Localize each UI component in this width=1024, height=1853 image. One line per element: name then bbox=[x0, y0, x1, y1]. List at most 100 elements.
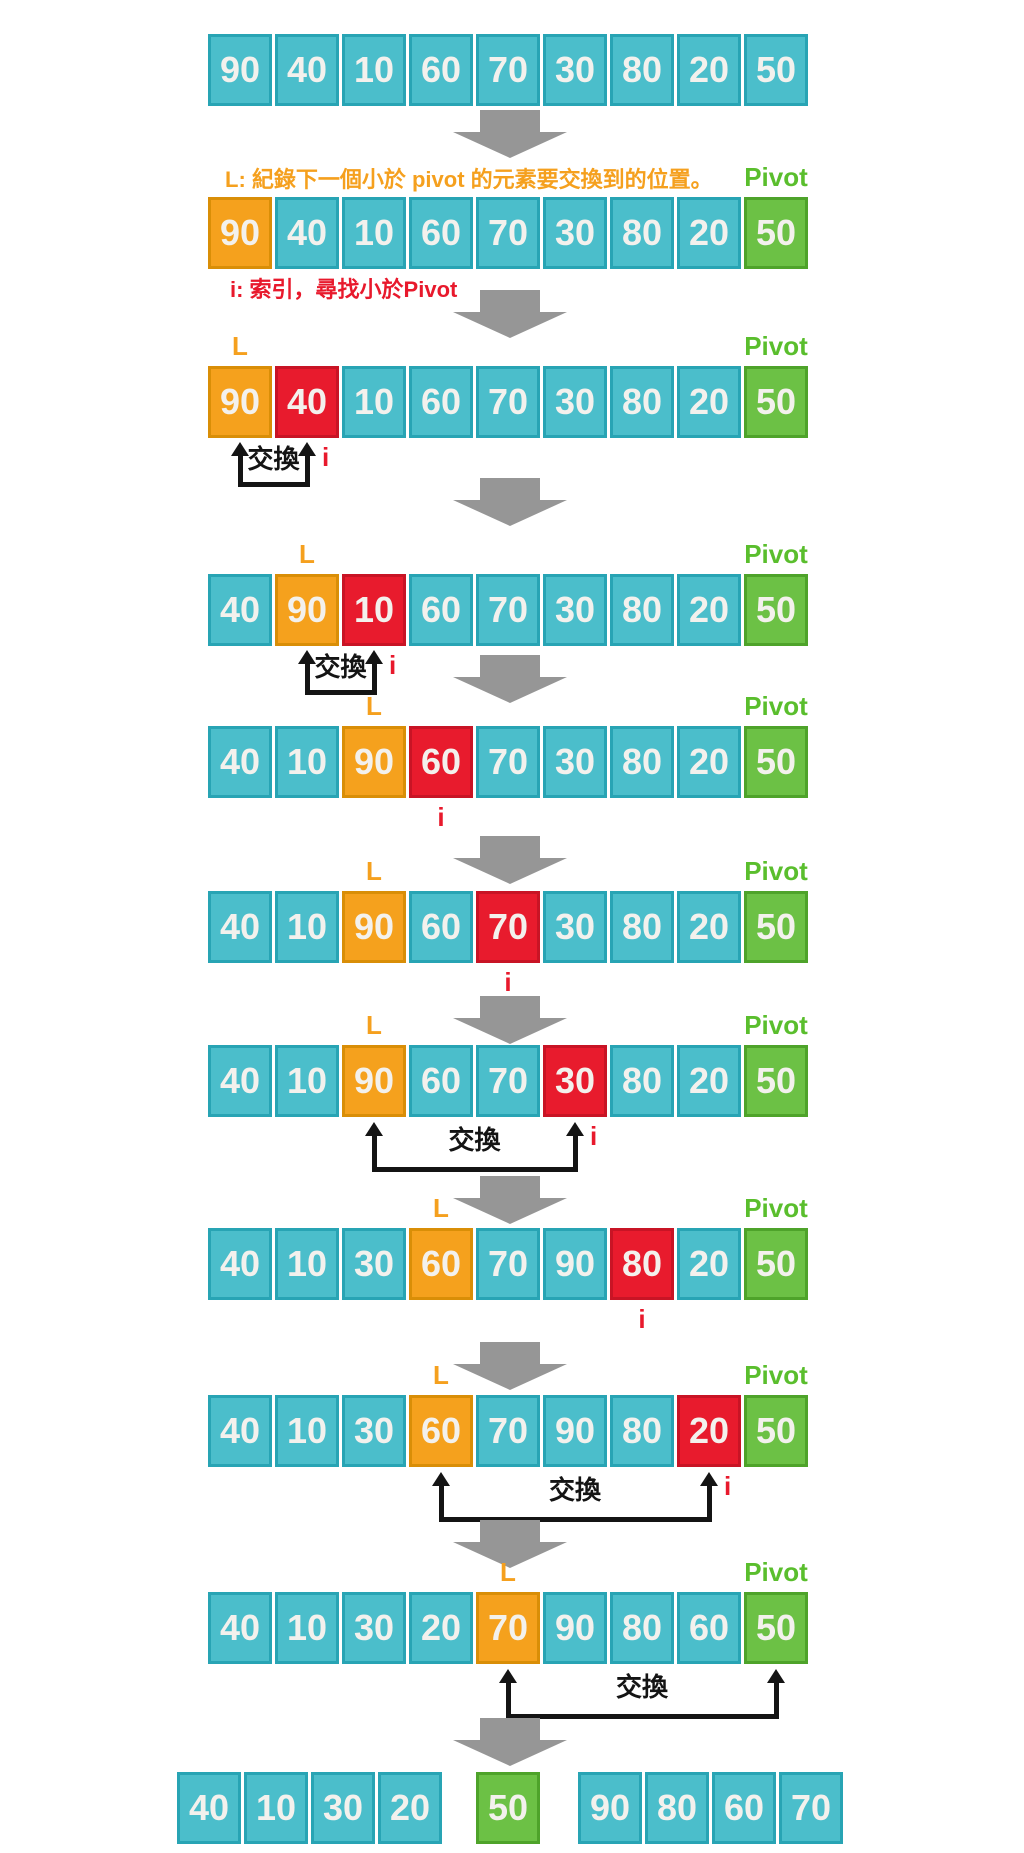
swap-arrow-bar bbox=[438, 1517, 712, 1522]
swap-arrowhead-icon bbox=[499, 1669, 517, 1683]
array-cell: 60 bbox=[409, 574, 473, 646]
array-cell: 30 bbox=[543, 891, 607, 963]
array-cell: 70 bbox=[476, 891, 540, 963]
swap-arrowhead-icon bbox=[700, 1472, 718, 1486]
cell-value: 80 bbox=[621, 589, 663, 630]
i-pointer-label: i bbox=[322, 442, 330, 472]
array-cell: 40 bbox=[208, 1228, 272, 1300]
cell-value: 20 bbox=[688, 589, 730, 630]
cell-value: 30 bbox=[353, 1243, 395, 1284]
array-cell: 40 bbox=[208, 891, 272, 963]
cell-value: 30 bbox=[554, 212, 596, 253]
cell-value: 20 bbox=[688, 212, 730, 253]
down-arrow-icon bbox=[453, 290, 567, 338]
array-cell: 20 bbox=[677, 366, 741, 438]
array-cell: 50 bbox=[744, 726, 808, 798]
array-cell: 20 bbox=[677, 574, 741, 646]
array-cell: 20 bbox=[677, 891, 741, 963]
array-cell: 50 bbox=[476, 1772, 540, 1844]
array-cell: 90 bbox=[275, 574, 339, 646]
array-cell: 20 bbox=[677, 197, 741, 269]
array-cell: 10 bbox=[342, 366, 406, 438]
cell-value: 10 bbox=[286, 1060, 328, 1101]
array-cell: 40 bbox=[208, 574, 272, 646]
cell-value: 60 bbox=[688, 1607, 730, 1648]
l-pointer-label: L bbox=[299, 539, 315, 569]
pivot-label: Pivot bbox=[744, 1193, 808, 1223]
swap-text: 交換 bbox=[448, 1125, 501, 1155]
i-pointer-label: i bbox=[638, 1304, 646, 1334]
cell-value: 30 bbox=[554, 49, 596, 90]
array-cell: 90 bbox=[342, 1045, 406, 1117]
cell-value: 40 bbox=[188, 1787, 230, 1828]
array-cell: 90 bbox=[208, 34, 272, 106]
cell-value: 60 bbox=[420, 906, 462, 947]
cell-value: 50 bbox=[755, 212, 797, 253]
array-cell: 90 bbox=[208, 366, 272, 438]
cell-value: 50 bbox=[755, 741, 797, 782]
array-cell: 90 bbox=[543, 1228, 607, 1300]
cell-value: 60 bbox=[420, 381, 462, 422]
array-cell: 30 bbox=[543, 1045, 607, 1117]
cell-value: 30 bbox=[554, 381, 596, 422]
array-cell: 20 bbox=[677, 726, 741, 798]
array-cell: 20 bbox=[378, 1772, 442, 1844]
cell-value: 70 bbox=[487, 1410, 529, 1451]
cell-value: 60 bbox=[723, 1787, 765, 1828]
array-cell: 10 bbox=[342, 574, 406, 646]
l-pointer-label: L bbox=[366, 691, 382, 721]
cell-value: 10 bbox=[353, 381, 395, 422]
pivot-label: Pivot bbox=[744, 331, 808, 361]
cell-value: 20 bbox=[688, 1410, 730, 1451]
i-pointer-label: i bbox=[389, 650, 397, 680]
cell-value: 20 bbox=[420, 1607, 462, 1648]
cell-value: 90 bbox=[353, 741, 395, 782]
l-pointer-label: L bbox=[366, 856, 382, 886]
array-cell: 60 bbox=[409, 1228, 473, 1300]
array-cell: 20 bbox=[677, 1395, 741, 1467]
array-cell: 80 bbox=[610, 197, 674, 269]
swap-arrow-shaft bbox=[505, 1680, 511, 1719]
cell-value: 90 bbox=[219, 381, 261, 422]
swap-text: 交換 bbox=[314, 652, 367, 682]
cell-value: 80 bbox=[621, 1410, 663, 1451]
array-cell: 30 bbox=[311, 1772, 375, 1844]
cell-value: 30 bbox=[322, 1787, 364, 1828]
down-arrow-icon bbox=[453, 1342, 567, 1390]
array-cell: 30 bbox=[342, 1592, 406, 1664]
swap-arrow-shaft bbox=[371, 1133, 377, 1172]
down-arrow-icon bbox=[453, 478, 567, 526]
array-cell: 70 bbox=[476, 366, 540, 438]
array-cell: 80 bbox=[610, 1045, 674, 1117]
cell-value: 30 bbox=[353, 1607, 395, 1648]
cell-value: 90 bbox=[554, 1243, 596, 1284]
array-cell: 50 bbox=[744, 34, 808, 106]
cell-value: 60 bbox=[420, 1243, 462, 1284]
array-cell: 60 bbox=[409, 891, 473, 963]
array-cell: 90 bbox=[578, 1772, 642, 1844]
down-arrow-icon bbox=[453, 836, 567, 884]
cell-value: 70 bbox=[487, 212, 529, 253]
array-cell: 20 bbox=[677, 1228, 741, 1300]
cell-value: 10 bbox=[353, 49, 395, 90]
cell-value: 80 bbox=[656, 1787, 698, 1828]
array-cell: 50 bbox=[744, 1395, 808, 1467]
array-cell: 60 bbox=[409, 197, 473, 269]
cell-value: 50 bbox=[755, 1607, 797, 1648]
array-cell: 70 bbox=[779, 1772, 843, 1844]
array-cell: 80 bbox=[645, 1772, 709, 1844]
cell-value: 80 bbox=[621, 212, 663, 253]
cell-value: 30 bbox=[554, 589, 596, 630]
down-arrow-icon bbox=[453, 996, 567, 1044]
array-cell: 60 bbox=[409, 726, 473, 798]
array-cell: 40 bbox=[275, 34, 339, 106]
l-pointer-label: L bbox=[232, 331, 248, 361]
array-cell: 80 bbox=[610, 1228, 674, 1300]
array-cell: 10 bbox=[244, 1772, 308, 1844]
cell-value: 60 bbox=[420, 49, 462, 90]
pivot-label: Pivot bbox=[744, 1557, 808, 1587]
cell-value: 20 bbox=[688, 1243, 730, 1284]
cell-value: 90 bbox=[353, 906, 395, 947]
array-cell: 80 bbox=[610, 34, 674, 106]
cell-value: 10 bbox=[286, 1607, 328, 1648]
